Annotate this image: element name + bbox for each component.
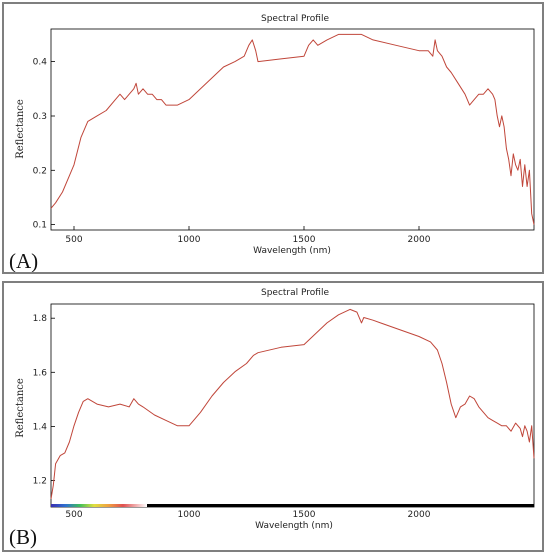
chart-b-ytick-label: 1.8	[33, 314, 48, 324]
chart-b-series-line	[50, 308, 535, 499]
panel-b-label: (B)	[9, 525, 37, 549]
chart-b-x-axis: 500 1000 1500 2000	[65, 510, 430, 520]
chart-a-xtick-label: 500	[65, 235, 82, 245]
chart-a-y-axis-label: Reflectance	[15, 99, 26, 159]
panel-a: Spectral Profile 500 1000 1500 2000 0.1 …	[2, 2, 544, 274]
chart-a-ytick-label: 0.4	[33, 58, 48, 68]
chart-b-x-axis-label: Wavelength (nm)	[255, 521, 333, 531]
chart-a-x-axis: 500 1000 1500 2000	[65, 226, 431, 245]
chart-b-xtick-label: 1500	[293, 510, 316, 520]
chart-b-xtick-label: 1000	[178, 510, 201, 520]
chart-b-ytick-label: 1.6	[33, 368, 48, 378]
chart-a-svg: Spectral Profile 500 1000 1500 2000 0.1 …	[9, 14, 535, 272]
chart-b-y-axis: 1.2 1.4 1.6 1.8	[33, 314, 55, 487]
chart-b-title: Spectral Profile	[261, 288, 329, 298]
chart-b-y-axis-label: Reflectance	[15, 378, 26, 438]
chart-b-ytick-label: 1.4	[33, 423, 48, 433]
chart-b-visible-spectrum-bar	[51, 504, 147, 507]
chart-a-ytick-label: 0.1	[33, 221, 47, 231]
chart-b-baseline-bar	[51, 504, 534, 507]
chart-a-x-axis-label: Wavelength (nm)	[253, 246, 331, 256]
chart-b-svg: Spectral Profile 500 1000 1500 2000 1.2 …	[9, 288, 535, 549]
chart-a-ytick-label: 0.2	[33, 166, 47, 176]
chart-a-series-line	[50, 33, 535, 225]
chart-a-xtick-label: 1500	[293, 235, 316, 245]
chart-a-title: Spectral Profile	[261, 14, 329, 24]
panel-b: Spectral Profile 500 1000 1500 2000 1.2 …	[2, 281, 544, 552]
chart-a-xtick-label: 2000	[408, 235, 431, 245]
chart-b-ytick-label: 1.2	[33, 477, 47, 487]
chart-a-frame	[50, 28, 535, 231]
chart-b-xtick-label: 500	[65, 510, 82, 520]
panel-a-label: (A)	[9, 249, 38, 272]
chart-a-ytick-label: 0.3	[33, 112, 47, 122]
chart-b-xtick-label: 2000	[408, 510, 431, 520]
chart-a-xtick-label: 1000	[178, 235, 201, 245]
chart-a-y-axis: 0.1 0.2 0.3 0.4	[33, 58, 55, 231]
